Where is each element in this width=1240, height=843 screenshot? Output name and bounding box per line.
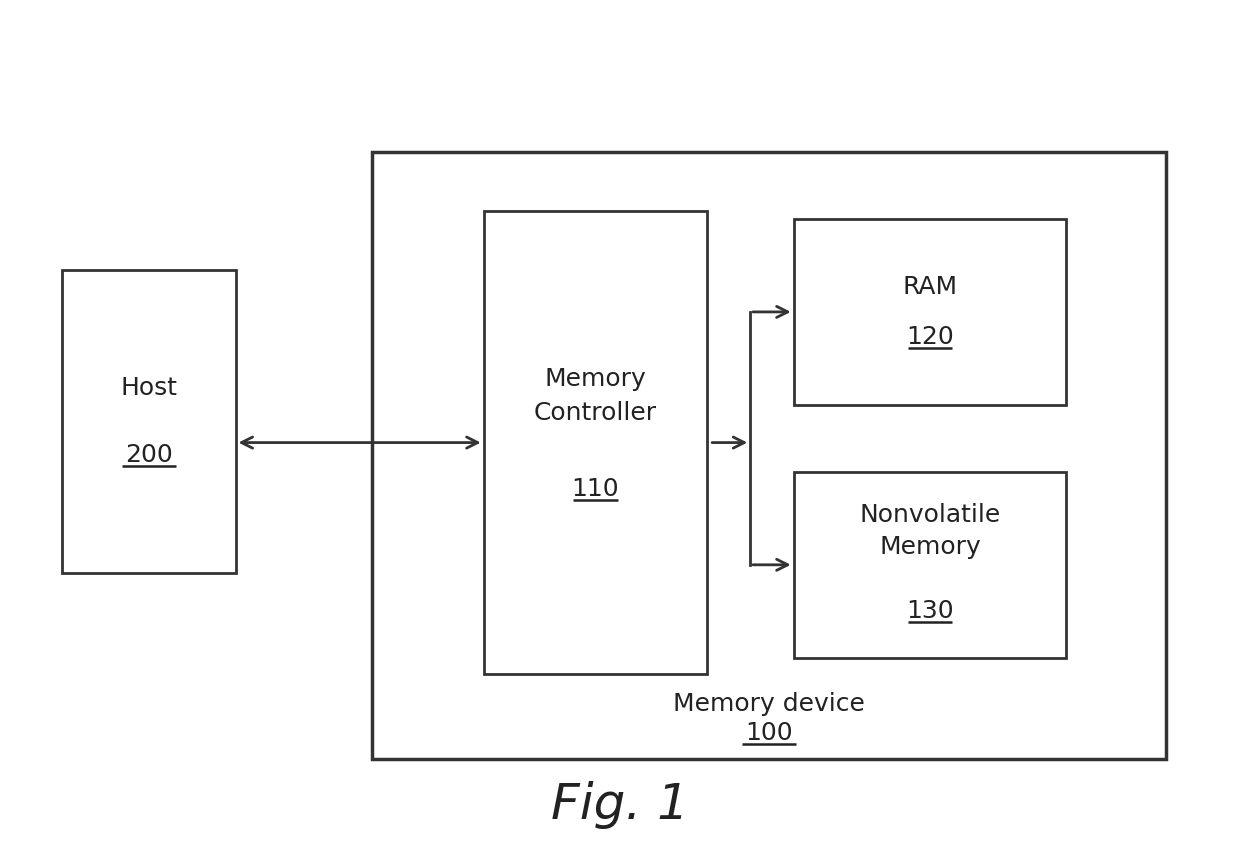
- Bar: [372, 152, 1166, 759]
- Bar: [484, 211, 707, 674]
- Text: 130: 130: [906, 599, 954, 623]
- Text: Nonvolatile
Memory: Nonvolatile Memory: [859, 503, 1001, 559]
- Text: Fig. 1: Fig. 1: [551, 781, 689, 829]
- Text: 100: 100: [745, 722, 792, 745]
- Bar: [794, 472, 1066, 658]
- Text: Host: Host: [120, 376, 177, 400]
- Bar: [794, 219, 1066, 405]
- Text: Memory device: Memory device: [673, 692, 864, 716]
- Text: 110: 110: [572, 477, 619, 501]
- Text: RAM: RAM: [903, 275, 957, 298]
- Text: 120: 120: [906, 325, 954, 349]
- Bar: [62, 270, 236, 573]
- Text: 200: 200: [125, 443, 172, 467]
- Text: Memory
Controller: Memory Controller: [533, 368, 657, 425]
